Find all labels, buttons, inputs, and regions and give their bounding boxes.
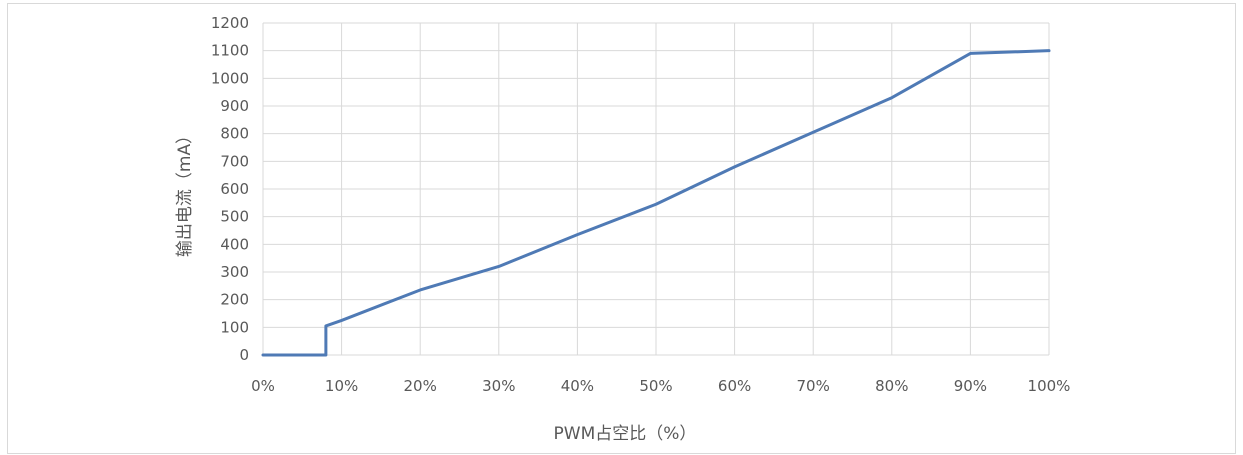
y-tick-label: 700 <box>220 152 249 170</box>
y-tick-label: 1200 <box>211 14 249 32</box>
x-tick-label: 50% <box>639 377 672 395</box>
series-layer <box>261 49 1051 357</box>
x-tick-label: 10% <box>325 377 358 395</box>
gridlines <box>262 22 1050 356</box>
y-tick-label: 900 <box>220 97 249 115</box>
y-axis-title: 输出电流（mA） <box>175 127 195 257</box>
x-axis-title: PWM占空比（%） <box>554 424 697 444</box>
y-tick-label: 500 <box>220 208 249 226</box>
x-tick-label: 30% <box>482 377 515 395</box>
x-tick-label: 60% <box>718 377 751 395</box>
x-tick-label: 80% <box>875 377 908 395</box>
y-tick-label: 800 <box>220 125 249 143</box>
y-tick-label: 1100 <box>211 42 249 60</box>
x-tick-label: 100% <box>1028 377 1071 395</box>
y-tick-label: 600 <box>220 180 249 198</box>
x-tick-label: 20% <box>404 377 437 395</box>
x-tick-label: 70% <box>797 377 830 395</box>
y-tick-label: 300 <box>220 263 249 281</box>
x-tick-label: 90% <box>954 377 987 395</box>
y-tick-label: 1000 <box>211 69 249 87</box>
y-tick-label: 200 <box>220 291 249 309</box>
x-tick-label: 0% <box>251 377 275 395</box>
y-tick-label: 0 <box>239 346 249 364</box>
y-axis-ticks: 0 100 200 300 400 500 600 700 800 900 1000 1100 1200 <box>211 14 249 364</box>
series-line <box>261 49 1051 357</box>
x-tick-label: 40% <box>561 377 594 395</box>
x-axis-ticks: 0% 10% 20% 30% 40% 50% 60% 70% 80% 90% 100% <box>251 377 1070 395</box>
y-tick-label: 100 <box>220 318 249 336</box>
y-tick-label: 400 <box>220 235 249 253</box>
